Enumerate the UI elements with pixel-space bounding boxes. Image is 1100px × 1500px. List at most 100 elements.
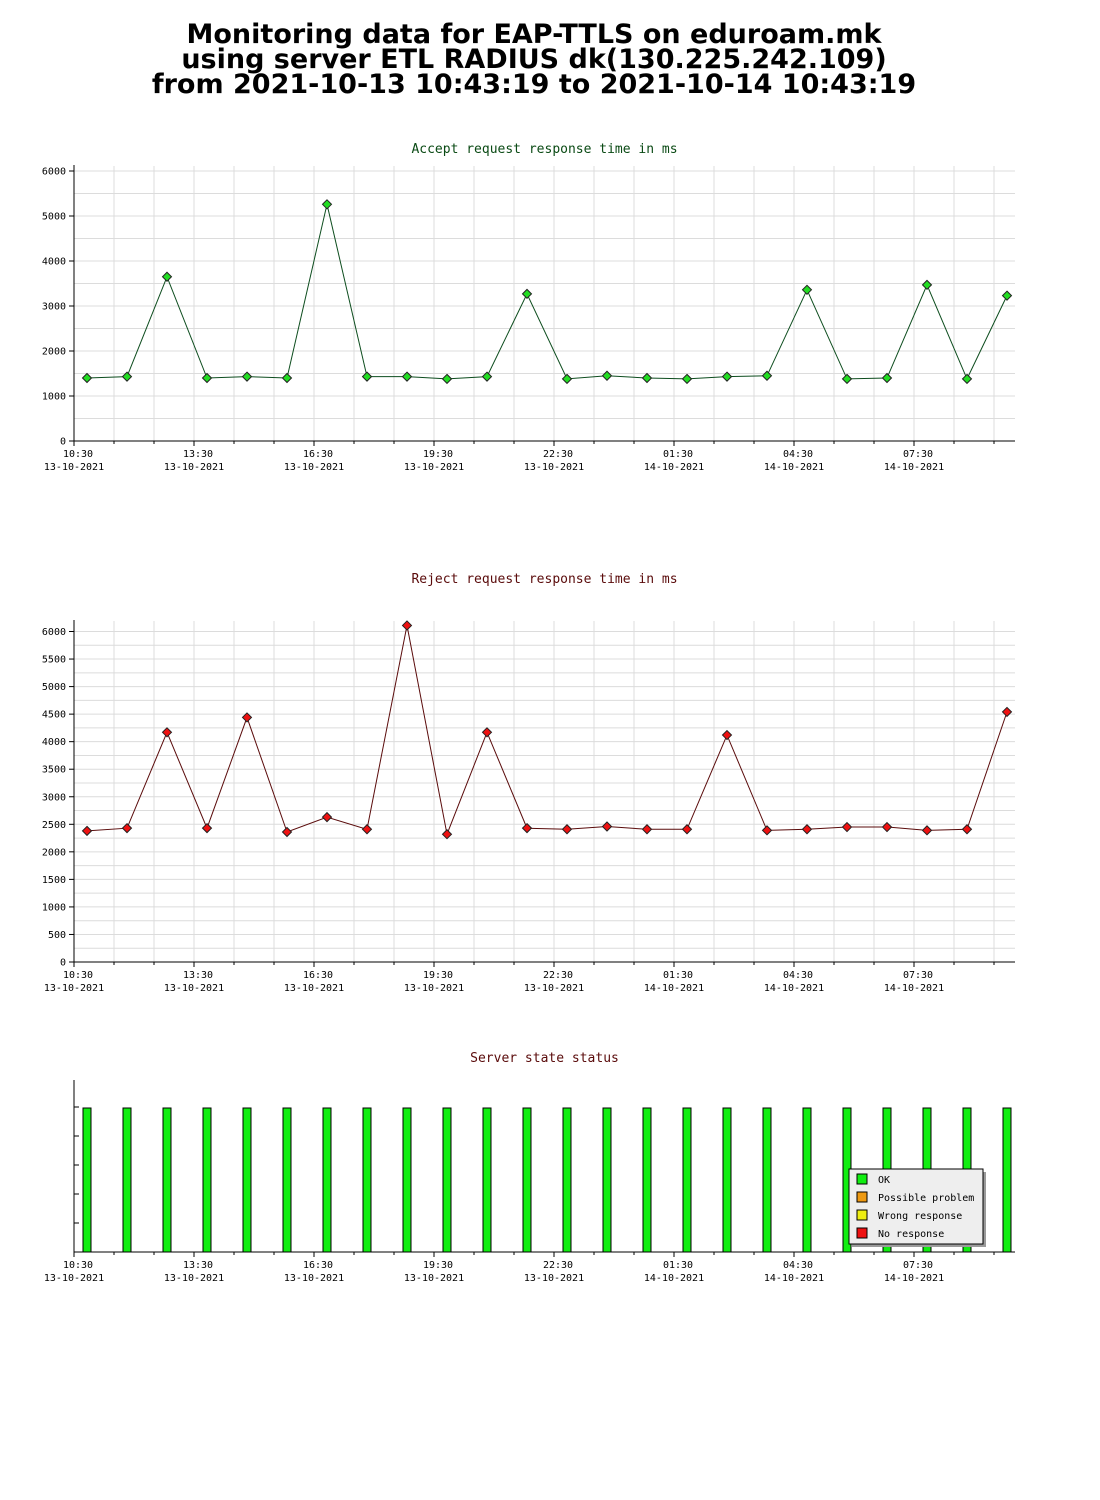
accept-chart-y-tick-label: 2000 [42, 347, 66, 358]
status-bar [522, 1107, 532, 1253]
accept-chart-y-tick-label: 0 [60, 437, 66, 448]
reject-chart-series-line [86, 625, 1008, 836]
reject-chart-point [721, 729, 733, 741]
accept-chart-point [681, 373, 693, 385]
reject-chart-point [361, 824, 373, 835]
reject-chart-point [521, 822, 533, 834]
status-chart-x-tick-time: 19:30 [423, 1260, 453, 1271]
accept-chart-x-tick-time: 13:30 [183, 449, 213, 460]
status-bar [122, 1107, 132, 1253]
reject-chart-y-tick-label: 3500 [42, 765, 66, 776]
status-chart-x-tick-date: 13-10-2021 [44, 1273, 104, 1284]
accept-chart-point [241, 371, 253, 382]
reject-chart-x-tick-date: 14-10-2021 [764, 983, 824, 994]
reject-chart-point [961, 824, 973, 835]
status-chart-x-tick-time: 16:30 [303, 1260, 333, 1271]
reject-chart-x-tick-time: 13:30 [183, 970, 213, 981]
accept-chart-x-tick-time: 10:30 [63, 449, 93, 460]
accept-chart-x-tick-date: 13-10-2021 [524, 462, 584, 473]
accept-chart-x-tick-time: 04:30 [783, 449, 813, 460]
reject-chart-point [841, 821, 853, 833]
accept-chart-x-tick-time: 07:30 [903, 449, 933, 460]
accept-chart-point [121, 371, 133, 382]
legend-label: OK [878, 1175, 890, 1186]
reject-chart-point [561, 824, 573, 835]
status-chart-x-tick-date: 14-10-2021 [644, 1273, 704, 1284]
reject-chart-y-tick-label: 5000 [42, 682, 66, 693]
accept-chart-point [361, 371, 373, 382]
status-bar [642, 1107, 652, 1253]
status-bar [402, 1107, 412, 1253]
accept-chart-point [721, 371, 733, 382]
accept-chart-x-tick-date: 13-10-2021 [164, 462, 224, 473]
accept-chart-point [841, 373, 853, 385]
accept-chart-point [641, 372, 653, 384]
reject-chart-point [681, 824, 693, 835]
reject-chart-x-tick-time: 16:30 [303, 970, 333, 981]
reject-chart-title: Reject request response time in ms [411, 572, 677, 587]
reject-chart-point [761, 825, 773, 836]
accept-chart-series-line [86, 204, 1008, 381]
accept-chart-point [1001, 290, 1013, 301]
legend-label: Wrong response [878, 1211, 962, 1222]
reject-chart-y-tick-label: 2000 [42, 847, 66, 858]
status-bar [682, 1107, 692, 1253]
reject-chart-y-tick-label: 4500 [42, 710, 66, 721]
reject-chart-point [921, 825, 933, 836]
reject-chart-x-tick-date: 13-10-2021 [524, 983, 584, 994]
accept-chart-x-tick-date: 13-10-2021 [404, 462, 464, 473]
reject-chart-point [241, 712, 253, 723]
legend-label: Possible problem [878, 1193, 974, 1204]
reject-chart-x-tick-date: 13-10-2021 [44, 983, 104, 994]
accept-chart-point [961, 373, 973, 385]
status-bar [602, 1107, 612, 1253]
status-chart-x-tick-time: 10:30 [63, 1260, 93, 1271]
status-bar [722, 1107, 732, 1253]
status-bar [322, 1107, 332, 1253]
status-bar [362, 1107, 372, 1253]
reject-chart-x-tick-date: 14-10-2021 [644, 983, 704, 994]
status-chart-x-tick-date: 13-10-2021 [284, 1273, 344, 1284]
status-chart-x-tick-time: 04:30 [783, 1260, 813, 1271]
status-chart-x-tick-date: 13-10-2021 [524, 1273, 584, 1284]
accept-chart-point [321, 199, 333, 210]
status-bar [82, 1107, 92, 1253]
accept-chart-title: Accept request response time in ms [411, 142, 677, 157]
legend-swatch [856, 1191, 868, 1203]
accept-chart-y-tick-label: 6000 [42, 167, 66, 178]
status-chart-x-tick-date: 14-10-2021 [764, 1273, 824, 1284]
accept-chart-x-tick-date: 14-10-2021 [764, 462, 824, 473]
reject-chart-x-tick-time: 22:30 [543, 970, 573, 981]
accept-chart-x-tick-time: 16:30 [303, 449, 333, 460]
status-chart-x-tick-time: 01:30 [663, 1260, 693, 1271]
status-chart-title: Server state status [470, 1051, 619, 1066]
accept-chart-point [521, 288, 533, 300]
reject-chart-point [601, 821, 613, 832]
accept-chart-point [281, 372, 293, 384]
reject-chart-x-tick-time: 01:30 [663, 970, 693, 981]
reject-chart-point [441, 829, 453, 840]
accept-chart-x-tick-time: 19:30 [423, 449, 453, 460]
reject-chart-point [1001, 706, 1013, 718]
status-bar [562, 1107, 572, 1253]
reject-chart-point [801, 824, 813, 835]
accept-chart-x-tick-time: 22:30 [543, 449, 573, 460]
title-line-1: Monitoring data for EAP-TTLS on eduroam.… [186, 19, 882, 50]
status-chart-x-tick-date: 14-10-2021 [884, 1273, 944, 1284]
accept-chart-x-tick-date: 13-10-2021 [44, 462, 104, 473]
status-bar [442, 1107, 452, 1253]
reject-chart-y-tick-label: 5500 [42, 655, 66, 666]
reject-chart-point [401, 620, 413, 631]
reject-chart-point [161, 727, 173, 738]
accept-chart-point [761, 370, 773, 381]
page-title: Monitoring data for EAP-TTLS on eduroam.… [0, 19, 1068, 98]
reject-chart-y-tick-label: 4000 [42, 737, 66, 748]
reject-chart-x-tick-date: 14-10-2021 [884, 983, 944, 994]
accept-chart-y-tick-label: 3000 [42, 302, 66, 313]
accept-chart-x-tick-date: 14-10-2021 [644, 462, 704, 473]
reject-chart-x-tick-date: 13-10-2021 [164, 983, 224, 994]
reject-chart-y-tick-label: 2500 [42, 820, 66, 831]
accept-chart-point [561, 373, 573, 385]
accept-chart-point [201, 372, 213, 384]
